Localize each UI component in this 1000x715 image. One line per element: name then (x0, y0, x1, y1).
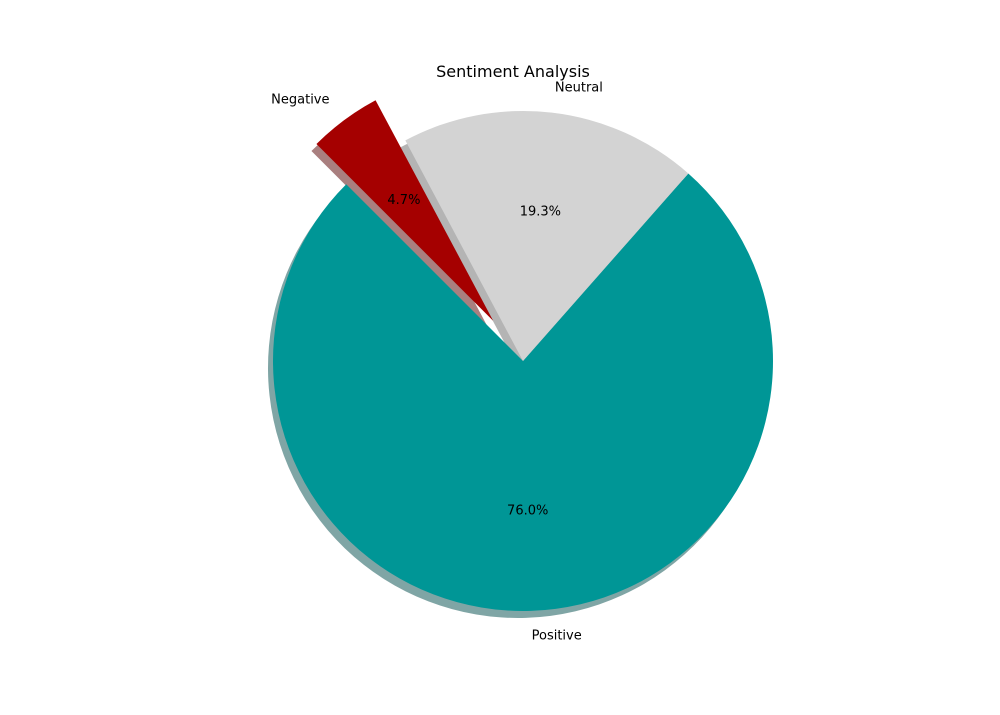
slice-label-neutral: Neutral (555, 80, 603, 95)
slice-label-negative: Negative (271, 92, 329, 107)
pie-slice-negative (316, 100, 494, 321)
slice-percent-neutral: 19.3% (520, 205, 561, 220)
pie-slice-positive (273, 173, 773, 611)
chart-title: Sentiment Analysis (436, 62, 590, 81)
label-layer: Positive 76.0% Neutral 19.3% Negative 4.7% (271, 80, 603, 643)
slice-label-positive: Positive (532, 628, 582, 643)
slice-percent-positive: 76.0% (507, 503, 548, 518)
pie-slice-neutral (405, 111, 689, 362)
slice-percent-negative: 4.7% (387, 193, 420, 208)
slice-layer (273, 100, 773, 611)
